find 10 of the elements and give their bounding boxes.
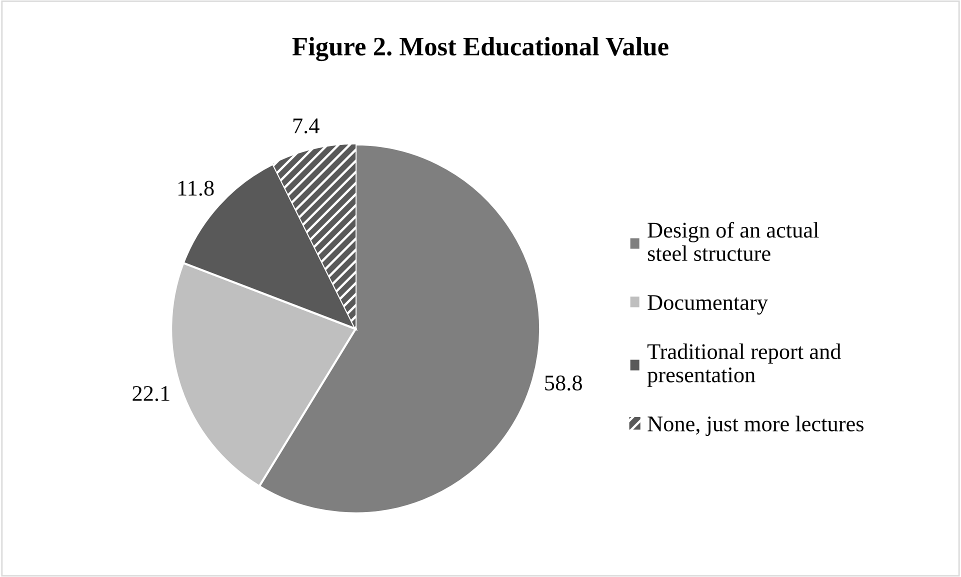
data-label: 11.8 bbox=[178, 180, 214, 196]
legend-label: Design of an actual steel structure bbox=[648, 222, 819, 262]
data-label: 7.4 bbox=[293, 118, 320, 134]
data-label: 22.1 bbox=[132, 386, 170, 402]
legend-label: None, just more lectures bbox=[648, 416, 864, 436]
pie-slice bbox=[272, 144, 356, 329]
data-label: 58.8 bbox=[545, 375, 582, 391]
legend-label: Documentary bbox=[648, 295, 768, 315]
legend-label: Traditional report and presentation bbox=[647, 344, 841, 387]
chart-title: Figure 2. Most Educational Value bbox=[292, 36, 668, 62]
